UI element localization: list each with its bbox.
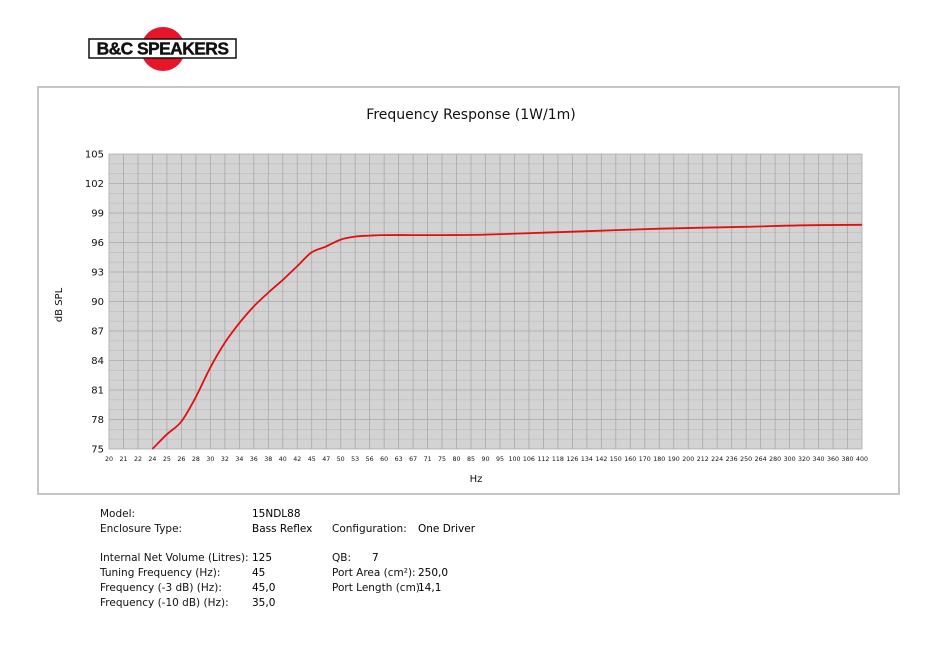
- chart-title: Frequency Response (1W/1m): [366, 107, 575, 123]
- x-tick-label: 25: [163, 456, 171, 463]
- internal-volume-value: 125: [252, 552, 273, 564]
- port-length-label: Port Length (cm):: [332, 582, 424, 594]
- x-tick-label: 236: [726, 456, 738, 463]
- frequency-response-chart: Frequency Response (1W/1m) 75 78 81 84 87 90 9…: [54, 107, 868, 485]
- y-tick-label: 99: [91, 209, 104, 220]
- x-tick-label: 22: [134, 456, 142, 463]
- frequency-3db-value: 45,0: [252, 582, 276, 594]
- y-tick-label: 90: [91, 297, 104, 308]
- x-tick-label: 53: [351, 456, 359, 463]
- y-axis-label: dB SPL: [54, 287, 65, 322]
- x-tick-label: 80: [453, 456, 461, 463]
- x-tick-label: 400: [856, 456, 868, 463]
- enclosure-type-value: Bass Reflex: [252, 523, 313, 535]
- frequency-10db-value: 35,0: [252, 597, 276, 609]
- x-tick-label: 150: [610, 456, 622, 463]
- x-tick-label: 21: [119, 456, 127, 463]
- x-tick-label: 224: [711, 456, 723, 463]
- x-tick-label: 30: [206, 456, 214, 463]
- x-tick-label: 85: [467, 456, 475, 463]
- x-tick-label: 264: [755, 456, 767, 463]
- x-tick-label: 180: [653, 456, 665, 463]
- x-tick-label: 56: [366, 456, 374, 463]
- x-tick-label: 118: [552, 456, 564, 463]
- x-tick-label: 47: [322, 456, 330, 463]
- x-tick-label: 67: [409, 456, 417, 463]
- x-tick-label: 100: [508, 456, 520, 463]
- port-area-value: 250,0: [418, 567, 449, 579]
- y-tick-label: 93: [91, 268, 104, 279]
- x-tick-label: 36: [250, 456, 258, 463]
- x-tick-label: 90: [481, 456, 489, 463]
- y-tick-label: 75: [91, 445, 104, 456]
- svg-text:B&C SPEAKERS: B&C SPEAKERS: [97, 39, 229, 59]
- x-tick-label: 160: [624, 456, 636, 463]
- x-tick-label: 95: [496, 456, 504, 463]
- configuration-value: One Driver: [418, 523, 476, 535]
- y-axis-ticks: 75 78 81 84 87 90 93 96 99 102 105: [85, 150, 104, 456]
- x-tick-label: 45: [308, 456, 316, 463]
- x-tick-label: 20: [105, 456, 113, 463]
- qb-value: 7: [372, 552, 379, 564]
- chart-panel: Frequency Response (1W/1m) 75 78 81 84 87 90 9…: [37, 86, 900, 495]
- x-tick-label: 200: [682, 456, 694, 463]
- x-tick-label: 134: [581, 456, 593, 463]
- x-tick-label: 340: [813, 456, 825, 463]
- x-tick-label: 250: [740, 456, 752, 463]
- x-tick-label: 71: [424, 456, 432, 463]
- frequency-10db-label: Frequency (-10 dB) (Hz):: [100, 597, 229, 609]
- x-tick-label: 142: [595, 456, 607, 463]
- enclosure-type-label: Enclosure Type:: [100, 523, 183, 535]
- x-tick-label: 34: [235, 456, 243, 463]
- model-label: Model:: [100, 508, 136, 520]
- x-tick-label: 40: [279, 456, 287, 463]
- x-tick-label: 320: [798, 456, 810, 463]
- x-tick-label: 63: [395, 456, 403, 463]
- x-tick-label: 42: [293, 456, 301, 463]
- y-tick-label: 81: [91, 386, 104, 397]
- x-tick-label: 190: [668, 456, 680, 463]
- y-tick-label: 84: [91, 356, 104, 367]
- y-tick-label: 105: [85, 150, 104, 161]
- x-tick-label: 360: [827, 456, 839, 463]
- x-tick-label: 170: [639, 456, 651, 463]
- x-tick-label: 212: [697, 456, 709, 463]
- x-tick-label: 32: [221, 456, 229, 463]
- tuning-frequency-value: 45: [252, 567, 266, 579]
- x-tick-label: 60: [380, 456, 388, 463]
- x-tick-label: 280: [769, 456, 781, 463]
- x-tick-label: 26: [177, 456, 185, 463]
- x-axis-label: Hz: [470, 474, 483, 485]
- x-tick-label: 300: [784, 456, 796, 463]
- y-tick-label: 102: [85, 179, 104, 190]
- x-axis-ticks: 20 21 22 24 25 26 28 30 32 34 36 38 40 42 45 47 50 53 56 60…: [105, 456, 868, 463]
- x-tick-label: 28: [192, 456, 200, 463]
- y-tick-label: 87: [91, 327, 104, 338]
- x-tick-label: 380: [842, 456, 854, 463]
- frequency-3db-label: Frequency (-3 dB) (Hz):: [100, 582, 222, 594]
- internal-volume-label: Internal Net Volume (Litres):: [100, 552, 249, 564]
- y-tick-label: 78: [91, 415, 104, 426]
- x-tick-label: 50: [337, 456, 345, 463]
- x-tick-label: 75: [438, 456, 446, 463]
- x-tick-label: 24: [148, 456, 156, 463]
- x-tick-label: 126: [566, 456, 578, 463]
- tuning-frequency-label: Tuning Frequency (Hz):: [100, 567, 221, 579]
- x-tick-label: 112: [537, 456, 549, 463]
- port-length-value: 14,1: [418, 582, 442, 594]
- configuration-label: Configuration:: [332, 523, 407, 535]
- model-value: 15NDL88: [252, 508, 301, 520]
- series-line-frequency-response: [151, 223, 863, 450]
- x-tick-label: 106: [523, 456, 535, 463]
- bc-speakers-logo: B&C SPEAKERS: [88, 26, 238, 72]
- x-tick-label: 38: [264, 456, 272, 463]
- plot-area: [108, 153, 863, 450]
- y-tick-label: 96: [91, 238, 104, 249]
- port-area-label: Port Area (cm²):: [332, 567, 416, 579]
- qb-label: QB:: [332, 552, 352, 564]
